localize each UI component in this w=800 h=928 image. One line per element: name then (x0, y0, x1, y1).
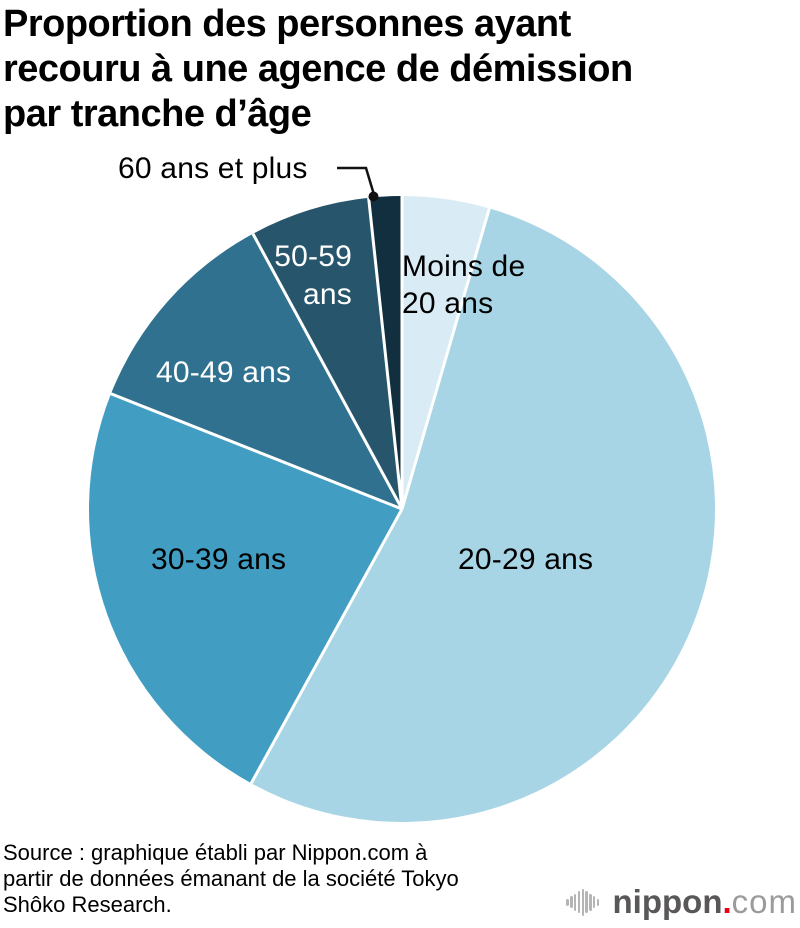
soundwave-bar (585, 891, 588, 913)
slice-label-30-39-ans: 30-39 ans (151, 543, 287, 576)
soundwave-bar (581, 888, 584, 916)
chart-title: Proportion des personnes ayant recouru à… (3, 3, 633, 135)
pie-slice-20-29-ans (251, 208, 716, 823)
soundwave-bar (596, 898, 600, 906)
slice-label-50-59-ans: 50-59 ans (274, 240, 352, 311)
callout-dot (368, 191, 379, 202)
slice-label-40-49-ans: 40-49 ans (156, 356, 292, 389)
slice-divider (249, 508, 404, 785)
slice-label-moins-de-20-ans: Moins de 20 ans (402, 250, 526, 320)
soundwave-bar (577, 891, 581, 913)
callout-60-plus (337, 166, 379, 202)
slice-divider (400, 208, 491, 510)
logo-wordmark-com: com (731, 883, 797, 920)
slice-divider (110, 392, 403, 511)
slice-dividers (110, 196, 491, 785)
nippon-com-logo: nippon . com (566, 881, 797, 919)
logo-wordmark-nippon: nippon (612, 883, 723, 920)
soundwave-icon (566, 885, 600, 919)
soundwave-bar (592, 896, 596, 908)
slice-label-20-29-ans: 20-29 ans (458, 543, 594, 576)
slice-divider (251, 233, 404, 510)
pie-slice-30-39-ans (89, 393, 403, 784)
callout-line (337, 166, 375, 194)
slice-divider (367, 197, 404, 510)
soundwave-bar (566, 898, 569, 906)
soundwave-bar (589, 893, 592, 911)
soundwave-bar (574, 893, 577, 911)
source-note: Source : graphique établi par Nippon.com… (3, 840, 459, 917)
pie-slice-50-59-ans (252, 197, 402, 509)
logo-red-dot: . (722, 883, 732, 920)
pie-slice-40-49-ans (110, 233, 402, 509)
soundwave-bar (570, 896, 573, 908)
slice-label-60-ans-et-plus: 60 ans et plus (118, 152, 308, 185)
